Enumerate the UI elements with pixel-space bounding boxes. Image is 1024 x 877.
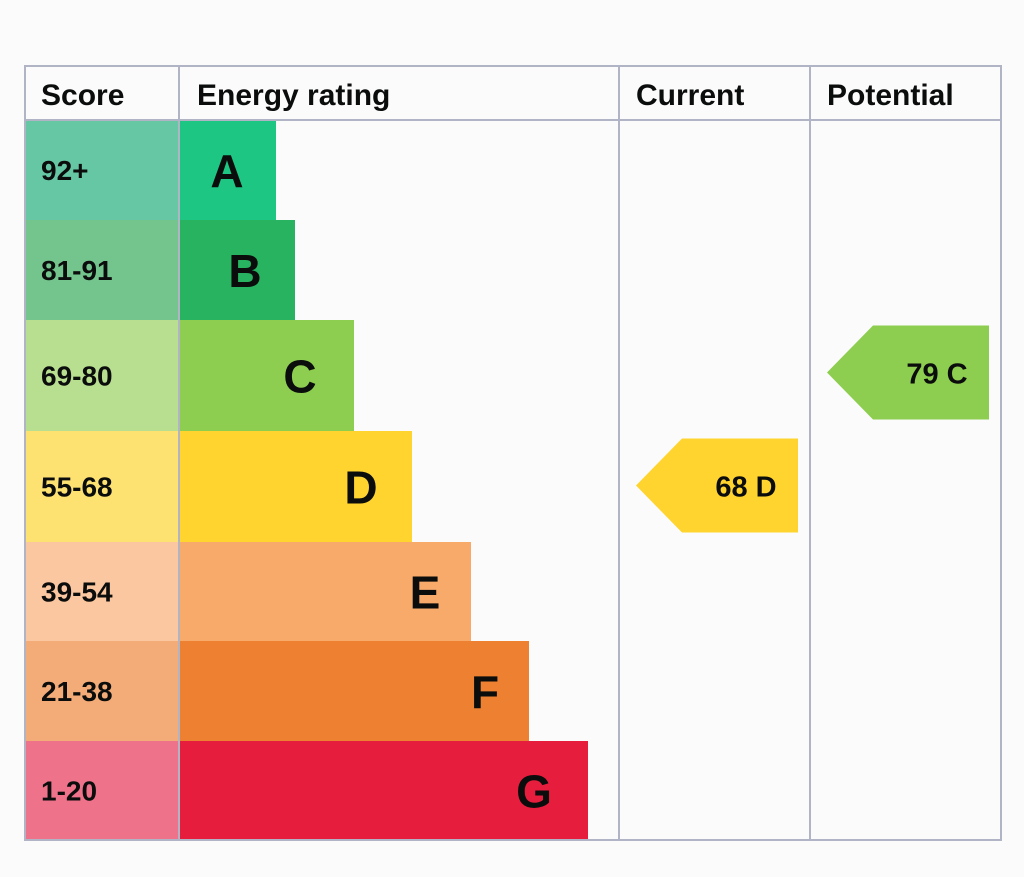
rating-letter-d: D [344, 462, 377, 514]
band-f: 21-38 F [25, 641, 529, 741]
score-cell-d [25, 431, 179, 542]
table-grid [24, 65, 1002, 841]
rating-letter-f: F [471, 666, 499, 718]
score-range-b: 81-91 [41, 255, 113, 286]
bands: 92+ A 81-91 B 69-80 C 55-68 D 39-54 E 21-38 F 1-20 G [25, 120, 588, 840]
score-range-f: 21-38 [41, 676, 113, 707]
rating-letter-g: G [516, 766, 552, 818]
potential-rating-arrow: 79 C [827, 325, 989, 420]
band-e: 39-54 E [25, 542, 471, 641]
header-potential: Potential [827, 79, 954, 112]
band-c: 69-80 C [25, 320, 354, 431]
score-range-c: 69-80 [41, 361, 113, 392]
current-arrow-shape [636, 438, 798, 533]
rating-bar-e [179, 542, 471, 641]
band-a: 92+ A [25, 120, 276, 220]
current-rating-arrow: 68 D [636, 438, 798, 533]
header-score: Score [41, 79, 124, 112]
rating-bar-g [179, 741, 588, 840]
rating-bar-b [179, 220, 295, 320]
score-range-a: 92+ [41, 155, 89, 186]
rating-bar-a [179, 120, 276, 220]
score-range-d: 55-68 [41, 472, 113, 503]
score-cell-b [25, 220, 179, 320]
rating-letter-b: B [228, 245, 261, 297]
rating-letter-a: A [210, 145, 243, 197]
rating-letter-e: E [410, 567, 441, 619]
score-range-g: 1-20 [41, 776, 97, 807]
score-cell-a [25, 120, 179, 220]
rating-arrows: 68 D 79 C [636, 325, 989, 533]
band-g: 1-20 G [25, 741, 588, 840]
rating-bar-d [179, 431, 412, 542]
band-d: 55-68 D [25, 431, 412, 542]
score-cell-c [25, 320, 179, 431]
score-cell-f [25, 641, 179, 741]
table-border [24, 65, 1002, 841]
current-arrow-label: 68 D [715, 472, 776, 504]
rating-bar-c [179, 320, 354, 431]
potential-arrow-label: 79 C [906, 359, 967, 391]
rating-letter-c: C [283, 351, 316, 403]
header-energy-rating: Energy rating [197, 79, 390, 112]
potential-arrow-shape [827, 325, 989, 420]
score-cell-g [25, 741, 179, 840]
score-cell-e [25, 542, 179, 641]
score-range-e: 39-54 [41, 577, 113, 608]
band-b: 81-91 B [25, 220, 295, 320]
rating-bar-f [179, 641, 529, 741]
header-current: Current [636, 79, 744, 112]
